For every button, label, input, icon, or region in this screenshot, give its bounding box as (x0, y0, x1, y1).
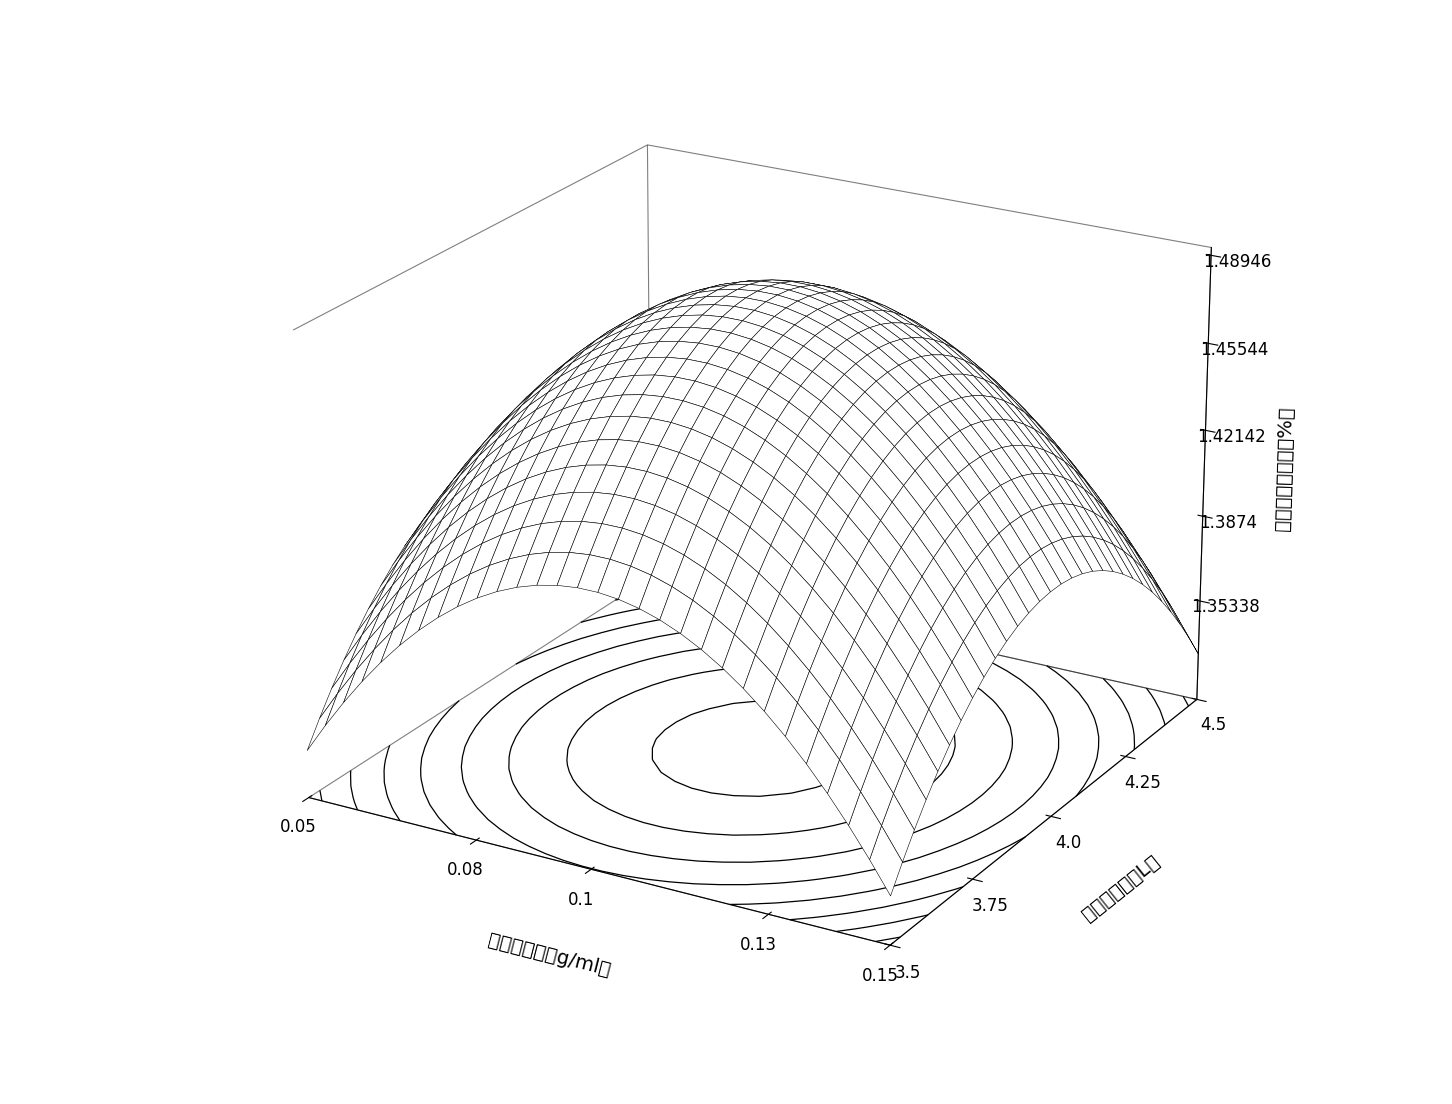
Y-axis label: 石油醚用量（L）: 石油醚用量（L） (1079, 851, 1163, 924)
X-axis label: 砟溶液浓度（g/ml）: 砟溶液浓度（g/ml） (485, 931, 613, 980)
